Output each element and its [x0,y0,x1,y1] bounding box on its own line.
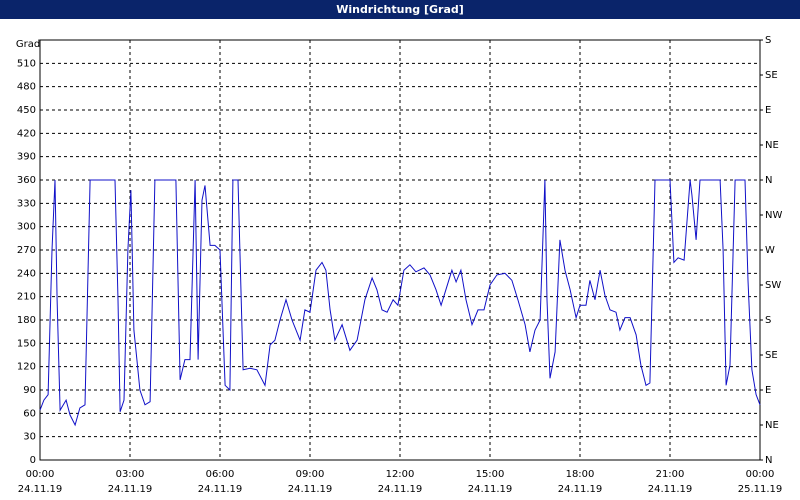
y2-tick-label: E [765,385,771,396]
y-tick-label: 330 [17,198,36,209]
y2-tick-label: SE [765,70,778,81]
y-tick-label: 510 [17,58,36,69]
y-tick-label: 210 [17,292,36,303]
chart-title: Windrichtung [Grad] [336,3,464,16]
y2-tick-label: SE [765,350,778,361]
y-axis-label: Grad [16,39,40,50]
y-tick-label: 0 [30,455,36,466]
y2-tick-label: S [765,35,771,46]
y-tick-label: 270 [17,245,36,256]
y-tick-label: 120 [17,362,36,373]
y-tick-label: 60 [23,408,36,419]
y-tick-label: 300 [17,222,36,233]
x-tick-date: 25.11.19 [738,484,783,495]
y2-tick-label: N [765,455,772,466]
x-tick-date: 24.11.19 [468,484,513,495]
x-tick-date: 24.11.19 [288,484,333,495]
y-tick-label: 180 [17,315,36,326]
title-bar [0,0,800,19]
x-tick-label: 18:00 [566,469,595,480]
x-tick-label: 06:00 [206,469,235,480]
y-tick-label: 450 [17,105,36,116]
x-tick-label: 09:00 [296,469,325,480]
x-tick-date: 24.11.19 [18,484,63,495]
y2-tick-label: NE [765,420,779,431]
y2-tick-label: S [765,315,771,326]
x-tick-label: 21:00 [656,469,685,480]
x-tick-date: 24.11.19 [648,484,693,495]
x-tick-date: 24.11.19 [378,484,423,495]
x-tick-label: 12:00 [386,469,415,480]
x-tick-date: 24.11.19 [558,484,603,495]
x-tick-date: 24.11.19 [108,484,153,495]
y2-tick-label: N [765,175,772,186]
y2-tick-label: SW [765,280,781,291]
y2-tick-label: NE [765,140,779,151]
x-tick-label: 00:00 [746,469,775,480]
y-tick-label: 90 [23,385,36,396]
x-tick-date: 24.11.19 [198,484,243,495]
x-tick-label: 15:00 [476,469,505,480]
data-line [39,179,761,427]
y2-tick-label: E [765,105,771,116]
y-tick-label: 480 [17,82,36,93]
x-tick-label: 03:00 [116,469,145,480]
y-tick-label: 390 [17,152,36,163]
x-tick-label: 00:00 [26,469,55,480]
y2-tick-label: NW [765,210,782,221]
y-tick-label: 420 [17,128,36,139]
y-tick-label: 360 [17,175,36,186]
y-tick-label: 30 [23,432,36,443]
y2-tick-label: W [765,245,775,256]
y-tick-label: 150 [17,338,36,349]
y-tick-label: 240 [17,268,36,279]
